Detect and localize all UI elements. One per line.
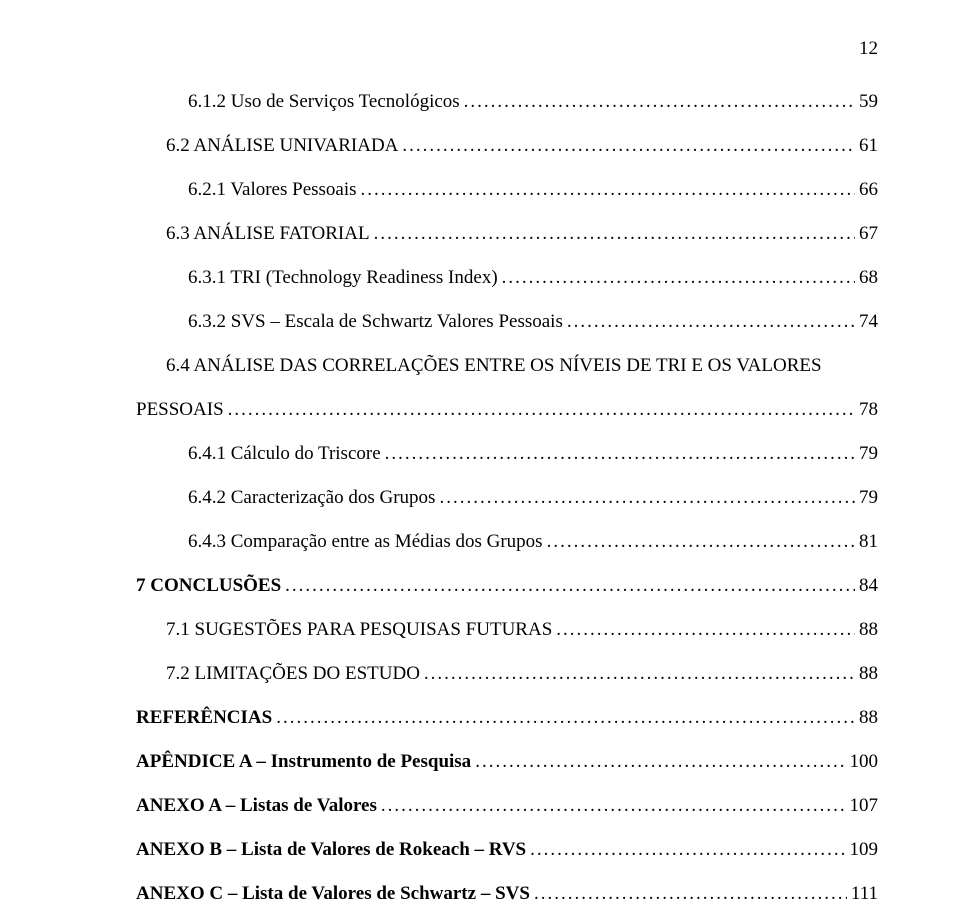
toc-entry: 6.4 ANÁLISE DAS CORRELAÇÕES ENTRE OS NÍV… (136, 356, 878, 375)
toc-entry-page: 109 (850, 840, 879, 859)
toc-entry: 6.4.3 Comparação entre as Médias dos Gru… (136, 532, 878, 551)
toc-entry: REFERÊNCIAS 88 (136, 708, 878, 727)
toc-entry: 6.3.1 TRI (Technology Readiness Index) 6… (136, 268, 878, 287)
toc-entry: 6.3 ANÁLISE FATORIAL 67 (136, 224, 878, 243)
table-of-contents: 6.1.2 Uso de Serviços Tecnológicos 59 6.2… (136, 92, 878, 903)
toc-entry-label: ANEXO B – Lista de Valores de Rokeach – … (136, 840, 526, 859)
toc-leader-dots (439, 488, 855, 507)
toc-entry-page: 68 (859, 268, 878, 287)
toc-entry-page: 88 (859, 664, 878, 683)
toc-entry-page: 111 (851, 884, 878, 903)
toc-entry: 6.2.1 Valores Pessoais 66 (136, 180, 878, 199)
toc-entry-label: REFERÊNCIAS (136, 708, 272, 727)
toc-leader-dots (475, 752, 845, 771)
toc-entry-label: 6.3.1 TRI (Technology Readiness Index) (188, 268, 498, 287)
toc-entry: 7.2 LIMITAÇÕES DO ESTUDO 88 (136, 664, 878, 683)
toc-entry: 6.2 ANÁLISE UNIVARIADA 61 (136, 136, 878, 155)
toc-entry-label: 6.4 ANÁLISE DAS CORRELAÇÕES ENTRE OS NÍV… (166, 356, 822, 375)
toc-leader-dots (534, 884, 847, 903)
toc-entry-page: 88 (859, 708, 878, 727)
toc-entry: ANEXO C – Lista de Valores de Schwartz –… (136, 884, 878, 903)
toc-entry-page: 61 (859, 136, 878, 155)
toc-entry-label: APÊNDICE A – Instrumento de Pesquisa (136, 752, 471, 771)
toc-entry: ANEXO A – Listas de Valores 107 (136, 796, 878, 815)
toc-entry: ANEXO B – Lista de Valores de Rokeach – … (136, 840, 878, 859)
toc-leader-dots (424, 664, 855, 683)
toc-entry: PESSOAIS 78 (136, 400, 878, 419)
toc-entry: 7 CONCLUSÕES 84 (136, 576, 878, 595)
toc-entry-label: 6.2.1 Valores Pessoais (188, 180, 357, 199)
toc-entry: 6.3.2 SVS – Escala de Schwartz Valores P… (136, 312, 878, 331)
toc-entry: 6.4.1 Cálculo do Triscore 79 (136, 444, 878, 463)
toc-entry-page: 88 (859, 620, 878, 639)
page-number: 12 (859, 38, 878, 60)
toc-leader-dots (381, 796, 846, 815)
toc-leader-dots (276, 708, 855, 727)
toc-entry-label: 6.4.2 Caracterização dos Grupos (188, 488, 435, 507)
toc-entry-page: 74 (859, 312, 878, 331)
toc-leader-dots (464, 92, 855, 111)
toc-entry: 6.1.2 Uso de Serviços Tecnológicos 59 (136, 92, 878, 111)
toc-entry-page: 67 (859, 224, 878, 243)
toc-entry-label: 7.1 SUGESTÕES PARA PESQUISAS FUTURAS (166, 620, 552, 639)
toc-leader-dots (530, 840, 845, 859)
toc-leader-dots (556, 620, 855, 639)
toc-leader-dots (228, 400, 855, 419)
toc-entry-page: 84 (859, 576, 878, 595)
toc-entry-page: 79 (859, 444, 878, 463)
toc-entry-label: 6.4.3 Comparação entre as Médias dos Gru… (188, 532, 543, 551)
document-page: 12 6.1.2 Uso de Serviços Tecnológicos 59… (0, 0, 960, 913)
toc-entry-page: 107 (850, 796, 879, 815)
toc-entry-label: 7 CONCLUSÕES (136, 576, 281, 595)
toc-entry-page: 78 (859, 400, 878, 419)
toc-leader-dots (361, 180, 855, 199)
toc-entry: 6.4.2 Caracterização dos Grupos 79 (136, 488, 878, 507)
toc-entry-label: 6.3 ANÁLISE FATORIAL (166, 224, 370, 243)
toc-entry-page: 59 (859, 92, 878, 111)
toc-leader-dots (285, 576, 855, 595)
toc-entry-label: ANEXO A – Listas de Valores (136, 796, 377, 815)
toc-leader-dots (374, 224, 855, 243)
toc-entry-label: 7.2 LIMITAÇÕES DO ESTUDO (166, 664, 420, 683)
toc-entry-page: 66 (859, 180, 878, 199)
toc-entry-label: 6.3.2 SVS – Escala de Schwartz Valores P… (188, 312, 563, 331)
toc-entry: APÊNDICE A – Instrumento de Pesquisa 100 (136, 752, 878, 771)
toc-leader-dots (567, 312, 855, 331)
toc-entry-label: 6.2 ANÁLISE UNIVARIADA (166, 136, 398, 155)
toc-entry: 7.1 SUGESTÕES PARA PESQUISAS FUTURAS 88 (136, 620, 878, 639)
toc-leader-dots (502, 268, 855, 287)
toc-entry-page: 100 (850, 752, 879, 771)
toc-entry-label: 6.1.2 Uso de Serviços Tecnológicos (188, 92, 460, 111)
toc-entry-label: ANEXO C – Lista de Valores de Schwartz –… (136, 884, 530, 903)
toc-entry-page: 79 (859, 488, 878, 507)
toc-entry-label: 6.4.1 Cálculo do Triscore (188, 444, 381, 463)
toc-leader-dots (402, 136, 855, 155)
toc-leader-dots (547, 532, 855, 551)
toc-leader-dots (385, 444, 855, 463)
toc-entry-label: PESSOAIS (136, 400, 224, 419)
toc-entry-page: 81 (859, 532, 878, 551)
